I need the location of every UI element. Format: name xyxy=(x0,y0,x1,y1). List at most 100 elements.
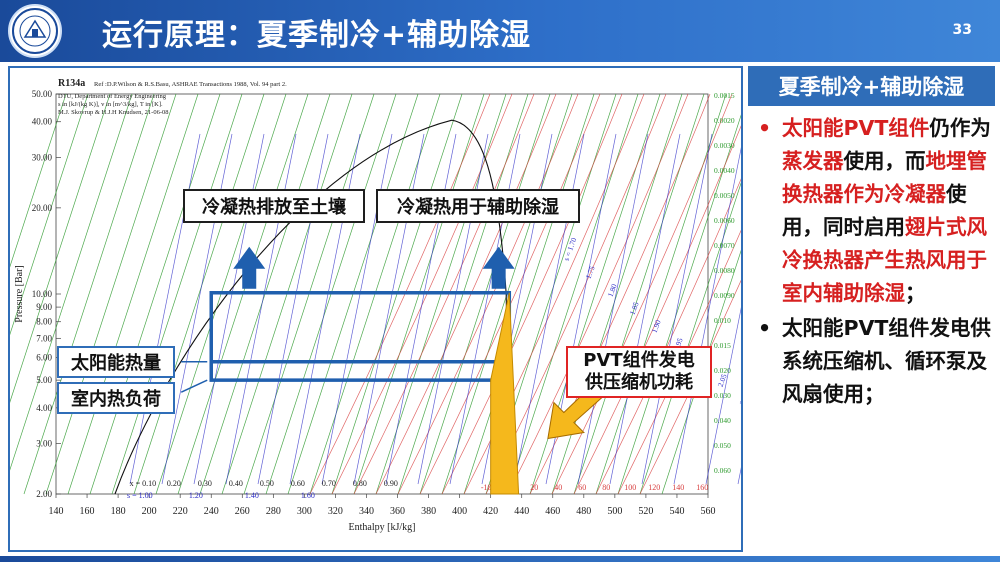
isotherm-line xyxy=(10,93,89,336)
university-logo xyxy=(8,4,62,58)
isotherm-line xyxy=(661,249,741,495)
label-solar-heat: 太阳能热量 xyxy=(57,346,175,378)
y-tick-label: 30.00 xyxy=(32,152,53,162)
isentrope-line xyxy=(595,178,741,495)
x-tick-label: 180 xyxy=(111,506,126,517)
volume-label: 0.010 xyxy=(714,316,731,325)
isotherm-line xyxy=(67,93,199,495)
chart-credit-3: M.J. Skovrup & H.J.H Knudsen, 21-06-08 xyxy=(58,109,169,116)
b1-part3: 蒸发器 xyxy=(782,149,844,173)
pointer-indoor-line xyxy=(180,379,208,393)
isochore-line xyxy=(737,467,741,485)
x-tick-label: 300 xyxy=(297,506,312,517)
entropy-diag-label: s = 1.70 xyxy=(562,236,579,262)
temperature-label: 140 xyxy=(672,483,684,492)
isentrope-line xyxy=(573,125,741,495)
temperature-label: 100 xyxy=(624,483,636,492)
x-tick-label: 520 xyxy=(638,506,653,517)
x-tick-label: 380 xyxy=(421,506,436,517)
volume-label: 0.0020 xyxy=(714,116,735,125)
y-tick-label: 2.00 xyxy=(36,489,52,499)
volume-label: 0.050 xyxy=(714,441,731,450)
y-tick-label: 5.00 xyxy=(36,375,52,385)
y-tick-label: 20.00 xyxy=(32,203,53,213)
temperature-label: 20 xyxy=(530,483,538,492)
label-condense-soil: 冷凝热排放至土壤 xyxy=(183,189,365,223)
isochore-line xyxy=(193,133,265,485)
x-tick-label: 140 xyxy=(49,506,64,517)
quality-label: 0.80 xyxy=(353,479,367,488)
pvt-line-1: PVT组件发电 xyxy=(583,350,695,371)
isotherm-line xyxy=(10,93,133,471)
x-tick-label: 240 xyxy=(204,506,219,517)
x-tick-label: 160 xyxy=(80,506,95,517)
chart-name: R134a xyxy=(58,78,85,89)
x-tick-label: 400 xyxy=(452,506,467,517)
ph-diagram-frame: 50.00 40.00 30.00 20.00 10.00 9.00 8.00 7.00 6.0… xyxy=(8,66,743,552)
y-axis-label: Pressure [Bar] xyxy=(14,265,25,322)
temperature-label: 160 xyxy=(696,483,708,492)
isochore-line xyxy=(673,147,741,485)
isotherm-line xyxy=(573,93,705,495)
volume-label: 0.0090 xyxy=(714,291,735,300)
x-axis-label: Enthalpy [kJ/kg] xyxy=(349,522,416,533)
volume-label: 0.0015 xyxy=(714,91,735,100)
y-tick-label: 10.00 xyxy=(32,289,53,299)
chart-credit-2: s in [kJ/(kg K)], v in [m^3/kg], T in [K… xyxy=(58,101,163,108)
isentrope-line xyxy=(529,93,711,495)
temperature-label: -10 xyxy=(481,483,492,492)
b1-part6: 使用，同时启用 xyxy=(782,182,967,239)
y-tick-label: 4.00 xyxy=(36,403,52,413)
entropy-diag-label: 2.05 xyxy=(716,372,729,388)
y-tick-label: 6.00 xyxy=(36,352,52,362)
bullet-item-2: • 太阳能PVT组件发电供系统压缩机、循环泵及风扇使用； xyxy=(754,312,994,411)
chart-credit-1: DTU, Department of Energy Engineering xyxy=(58,93,167,100)
right-panel-title: 夏季制冷+辅助除湿 xyxy=(748,66,995,106)
b2-text: 太阳能PVT组件发电供系统压缩机、循环泵及风扇使用； xyxy=(782,316,991,406)
isotherm-line xyxy=(111,93,243,495)
label-indoor-load: 室内热负荷 xyxy=(57,382,175,414)
quality-label: 0.90 xyxy=(384,479,398,488)
isotherm-line xyxy=(617,114,741,495)
isochore-line xyxy=(225,133,297,485)
entropy-label: 1.20 xyxy=(189,491,203,500)
entropy-label: 1.40 xyxy=(245,491,259,500)
quality-label: 0.70 xyxy=(322,479,336,488)
y-tick-label: 9.00 xyxy=(36,302,52,312)
isochore-line xyxy=(577,133,649,485)
y-tick-label: 40.00 xyxy=(32,117,53,127)
x-tick-label: 500 xyxy=(607,506,622,517)
cycle-outline xyxy=(209,291,512,382)
entropy-diag-label: 1.80 xyxy=(606,282,619,298)
x-tick-label: 220 xyxy=(173,506,188,517)
isotherm-line xyxy=(507,93,639,495)
x-tick-label: 480 xyxy=(576,506,591,517)
isotherm-line xyxy=(10,93,111,403)
y-tick-label: 50.00 xyxy=(32,89,53,99)
chart-ref: Ref :D.P.Wilson & R.S.Basu, ASHRAE Trans… xyxy=(94,81,287,88)
entropy-diag-label: 2.10 xyxy=(738,390,741,406)
y-tick-label: 7.00 xyxy=(36,333,52,343)
isotherm-line xyxy=(133,93,265,495)
volume-label: 0.030 xyxy=(714,391,731,400)
entropy-label: 1.60 xyxy=(301,491,315,500)
b1-part7: 翅片式风冷换热器产生热风用于室内辅助除湿 xyxy=(782,215,987,305)
quality-label: 0.30 xyxy=(198,479,212,488)
footer-bar xyxy=(0,556,1000,562)
volume-label: 0.040 xyxy=(714,416,731,425)
up-arrow-dehumid-icon xyxy=(482,246,515,289)
b1-part1: 太阳能PVT组件 xyxy=(782,116,930,140)
page-number: 33 xyxy=(952,22,972,38)
isochore-line xyxy=(641,133,713,485)
isentrope-line xyxy=(617,229,741,495)
right-panel-body: • 太阳能PVT组件仍作为蒸发器使用，而地埋管换热器作为冷凝器使用，同时启用翅片… xyxy=(754,112,994,413)
b1-part4: 使用，而 xyxy=(843,149,926,173)
isochore-line xyxy=(289,133,361,485)
x-tick-label: 560 xyxy=(701,506,716,517)
isentrope-line xyxy=(639,279,741,495)
volume-label: 0.0030 xyxy=(714,141,735,150)
isotherm-line xyxy=(45,93,177,495)
bullet-item-1: • 太阳能PVT组件仍作为蒸发器使用，而地埋管换热器作为冷凝器使用，同时启用翅片… xyxy=(754,112,994,310)
quality-label: 0.60 xyxy=(291,479,305,488)
